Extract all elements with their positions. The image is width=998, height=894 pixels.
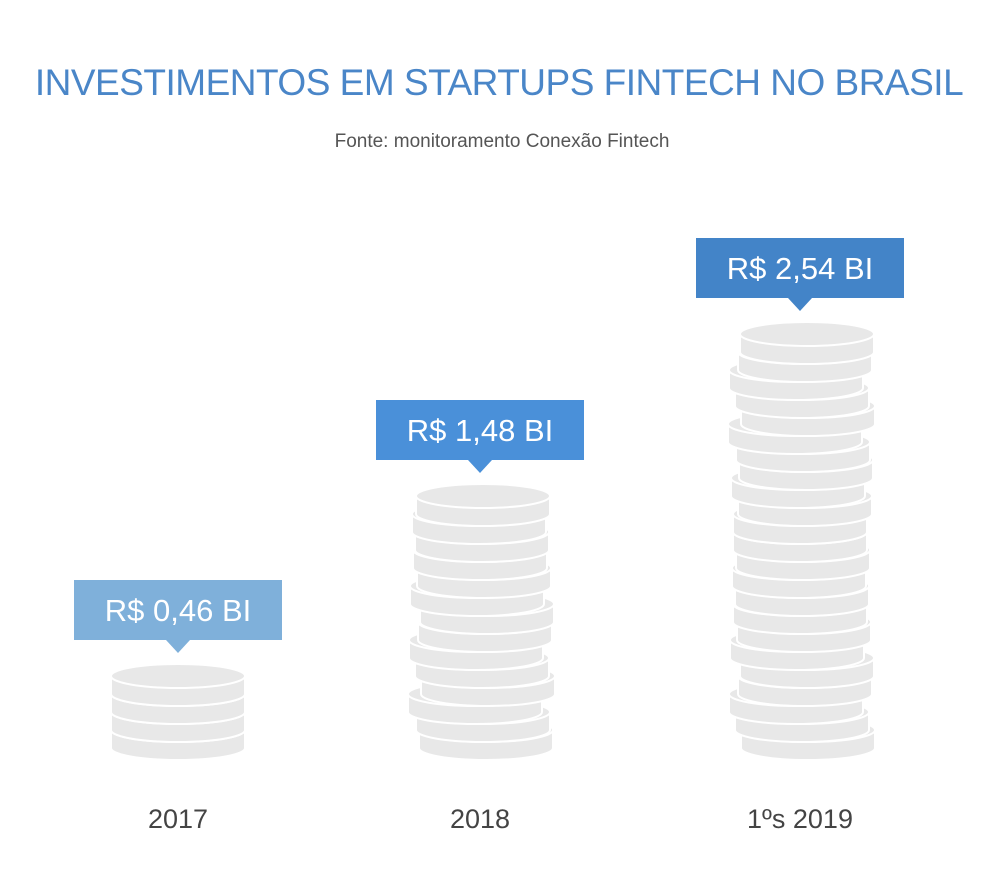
value-callout-box <box>376 400 584 460</box>
chart-title: INVESTIMENTOS EM STARTUPS FINTECH NO BRA… <box>34 62 964 103</box>
value-callout-pointer <box>166 640 190 653</box>
value-label: R$ 0,46 BI <box>105 593 251 628</box>
coin-stack-2018 <box>407 483 556 761</box>
coin-stack-2017 <box>110 663 246 761</box>
value-callout-pointer <box>468 460 492 473</box>
category-label: 1ºs 2019 <box>747 804 853 834</box>
value-label: R$ 2,54 BI <box>727 251 873 286</box>
value-callout-box <box>74 580 282 640</box>
value-label: R$ 1,48 BI <box>407 413 553 448</box>
value-callout-pointer <box>788 298 812 311</box>
coin <box>415 483 551 527</box>
category-label: 2018 <box>450 804 510 834</box>
coin <box>110 663 246 707</box>
coin <box>739 321 875 365</box>
value-callout-box <box>696 238 904 298</box>
coin-stack-1ºs 2019 <box>727 321 876 761</box>
value-callout: R$ 0,46 BI <box>74 580 282 653</box>
category-label: 2017 <box>148 804 208 834</box>
chart-subtitle: Fonte: monitoramento Conexão Fintech <box>334 131 670 152</box>
value-callout: R$ 1,48 BI <box>376 400 584 473</box>
value-callout: R$ 2,54 BI <box>696 238 904 311</box>
